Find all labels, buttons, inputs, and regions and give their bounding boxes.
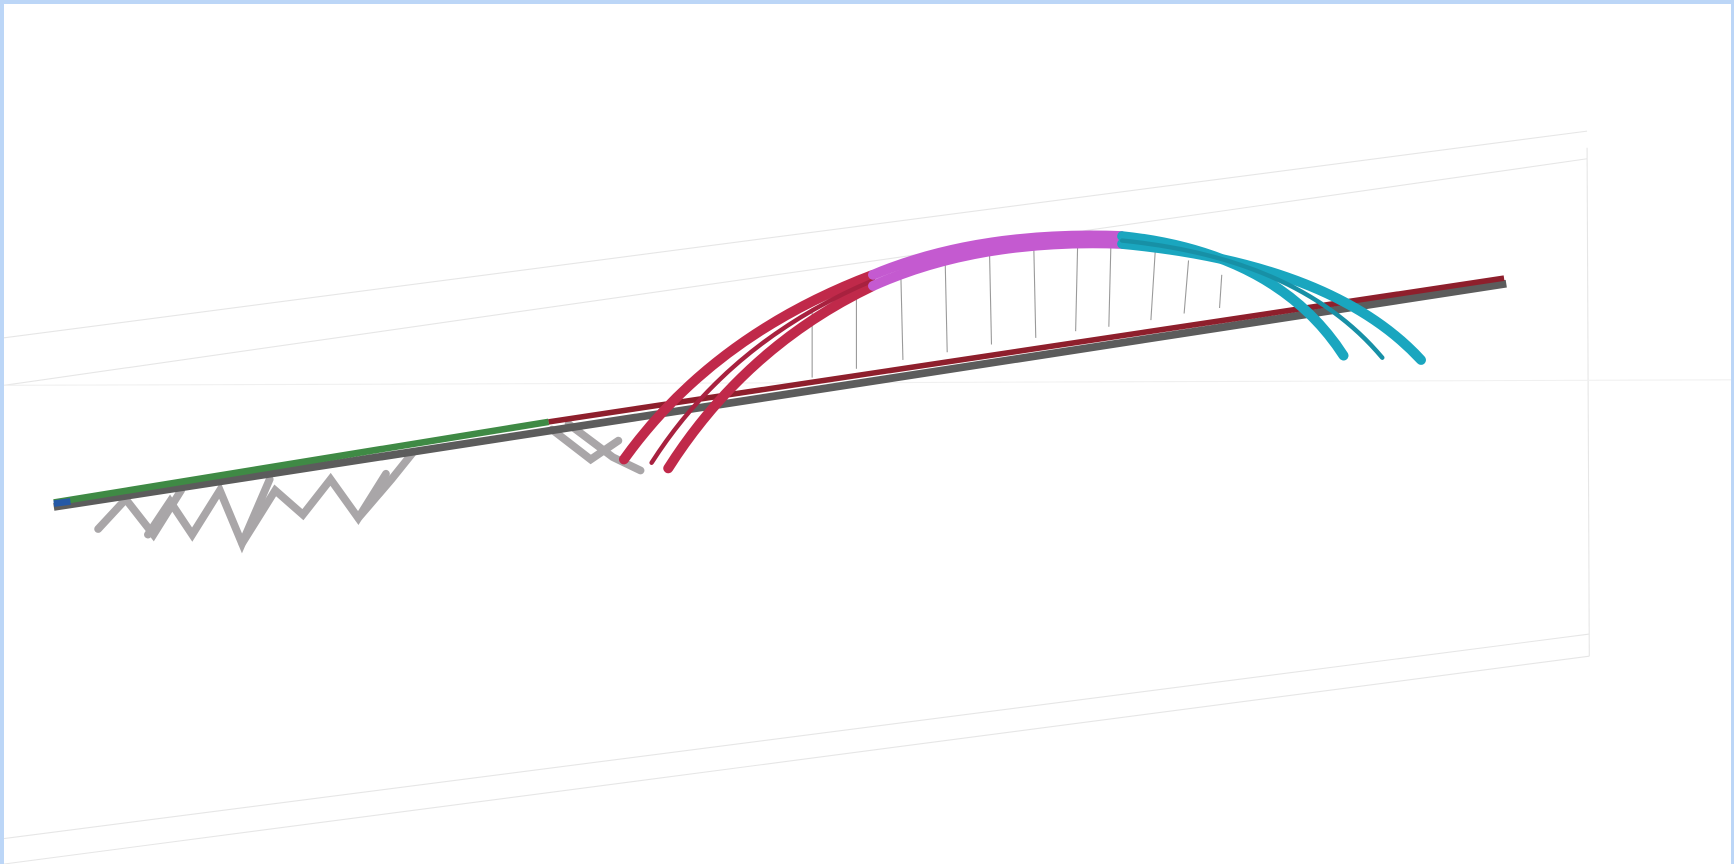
arch <box>618 230 1427 474</box>
piers <box>94 420 645 554</box>
hangers <box>811 236 1223 378</box>
bridge-model <box>4 130 1731 864</box>
deck <box>53 275 1507 511</box>
